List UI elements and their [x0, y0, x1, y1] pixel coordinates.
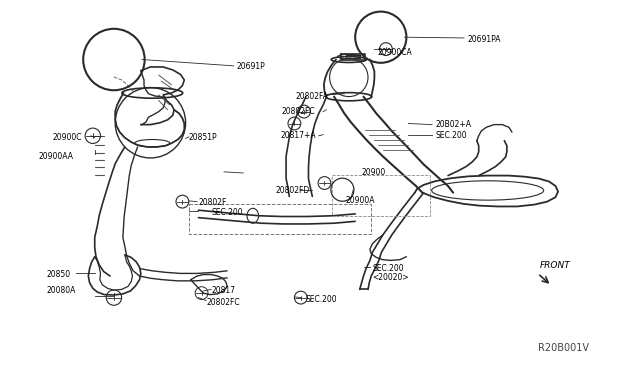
Text: 20900C: 20900C [52, 133, 82, 142]
Text: <20020>: <20020> [372, 273, 409, 282]
Text: SEC.200: SEC.200 [372, 264, 404, 273]
Text: 20802F: 20802F [198, 198, 227, 207]
Text: 20900AA: 20900AA [38, 152, 74, 161]
Text: 20802FC: 20802FC [282, 107, 316, 116]
Text: SEC.200: SEC.200 [211, 208, 243, 217]
Text: SEC.200: SEC.200 [306, 295, 337, 304]
Text: 20B02+A: 20B02+A [435, 120, 471, 129]
Text: 20691P: 20691P [237, 62, 266, 71]
Text: 20691PA: 20691PA [467, 35, 500, 44]
Text: SEC.200: SEC.200 [435, 131, 467, 140]
Text: 20900A: 20900A [346, 196, 375, 205]
Text: 20802FA: 20802FA [296, 92, 328, 101]
Text: FRONT: FRONT [540, 261, 570, 270]
Text: 20080A: 20080A [46, 286, 76, 295]
Text: 20817+A: 20817+A [280, 131, 316, 140]
Text: 20850: 20850 [46, 270, 70, 279]
Text: R20B001V: R20B001V [538, 343, 589, 353]
Text: 20851P: 20851P [189, 133, 218, 142]
Text: 20802FC: 20802FC [206, 298, 240, 307]
Text: 20817: 20817 [211, 286, 236, 295]
Text: 20900: 20900 [362, 169, 386, 177]
Text: 20802FD: 20802FD [275, 186, 310, 195]
Text: 20900CA: 20900CA [378, 48, 412, 57]
